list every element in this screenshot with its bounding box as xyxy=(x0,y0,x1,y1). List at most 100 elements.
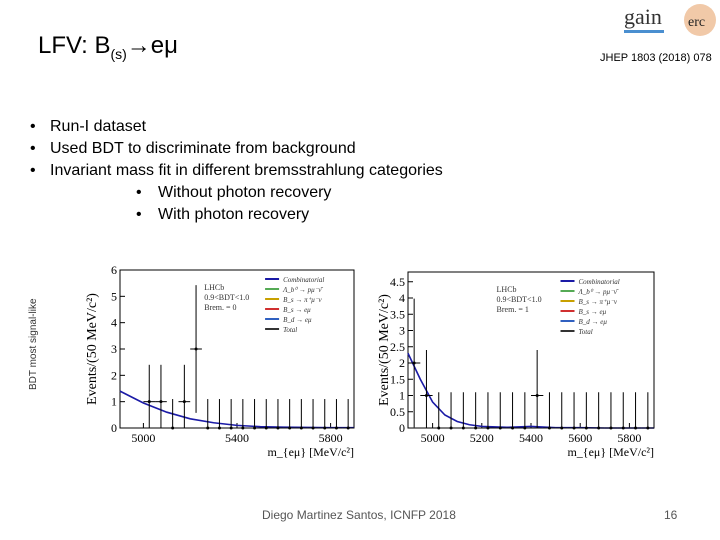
data-point xyxy=(609,426,613,430)
data-point xyxy=(547,426,551,430)
logo-erc-text: erc xyxy=(688,15,705,30)
legend-entry: B_s → π⁺μ⁻ν xyxy=(283,296,322,304)
fit-curve-line xyxy=(119,390,354,429)
logo-gain-text: gain xyxy=(624,4,662,29)
legend-entry: Total xyxy=(283,326,297,334)
legend-entry: Combinatorial xyxy=(579,278,620,286)
plot-annotation-text: Brem. = 1 xyxy=(497,305,529,314)
data-point xyxy=(159,400,163,404)
plot-annotation-text: 0.9<BDT<1.0 xyxy=(497,295,542,304)
data-point xyxy=(424,394,428,397)
bdt-side-label: BDT most signal-like xyxy=(28,298,39,390)
journal-reference: JHEP 1803 (2018) 078 xyxy=(600,52,712,64)
y-tick-label: 6 xyxy=(111,263,117,277)
page-number: 16 xyxy=(664,508,678,522)
data-point xyxy=(217,426,221,430)
data-point xyxy=(194,347,198,351)
erc-circle-icon xyxy=(684,4,716,36)
legend-entry: B_s → eμ xyxy=(283,306,311,314)
plot-annotation-text: LHCb xyxy=(497,285,517,294)
y-tick-label: 0 xyxy=(399,421,405,435)
data-point xyxy=(288,426,292,430)
data-point xyxy=(511,426,515,430)
data-point xyxy=(276,426,280,430)
data-point xyxy=(646,426,650,430)
data-point xyxy=(634,426,638,430)
data-point xyxy=(535,394,539,397)
y-tick-label: 5 xyxy=(111,289,117,303)
y-tick-label: 2 xyxy=(111,368,117,382)
y-tick-label: 4.5 xyxy=(390,275,405,289)
bullet-item: Run-I dataset xyxy=(30,116,443,138)
data-point xyxy=(461,426,465,430)
legend-entry: B_s → π⁺μ⁻ν xyxy=(579,298,618,306)
title-rest: eμ xyxy=(150,32,178,59)
data-point xyxy=(299,426,303,430)
y-tick-label: 4 xyxy=(111,316,117,330)
data-point xyxy=(264,426,268,430)
footer-author: Diego Martinez Santos, ICNFP 2018 xyxy=(262,508,456,522)
data-point xyxy=(523,426,527,430)
y-tick-label: 2 xyxy=(399,356,405,370)
y-tick-label: 1 xyxy=(111,395,117,409)
data-point xyxy=(621,426,625,430)
data-point xyxy=(437,426,441,430)
legend-entry: B_d → eμ xyxy=(283,316,312,324)
data-point xyxy=(486,426,490,430)
x-tick-label: 5800 xyxy=(617,431,641,445)
data-point xyxy=(323,426,327,430)
fit-curve-line xyxy=(407,352,654,429)
data-point xyxy=(229,426,233,430)
y-tick-label: 3 xyxy=(111,342,117,356)
y-tick-label: 4 xyxy=(399,291,405,305)
data-point xyxy=(182,400,186,404)
data-point xyxy=(474,426,478,430)
data-point xyxy=(334,426,338,430)
x-tick-label: 5200 xyxy=(470,431,494,445)
gain-erc-logo-icon: gain erc xyxy=(624,4,716,36)
data-point xyxy=(206,426,210,430)
y-tick-label: 2.5 xyxy=(390,340,405,354)
plot-annotation-text: Brem. = 0 xyxy=(204,303,236,312)
legend-entry: B_d → eμ xyxy=(579,318,608,326)
mass-fit-plot-right: 0 0.5 1 1.5 2 2.5 3 3.5 4 4.5 5000 5200 5400 5600 5800… xyxy=(377,271,655,459)
y-tick-label: 3.5 xyxy=(390,307,405,321)
data-point xyxy=(584,426,588,430)
data-point xyxy=(147,400,151,404)
slide-title: LFV: B(s)→eμ xyxy=(38,32,178,62)
data-point xyxy=(311,426,315,430)
bullet-list: Run-I dataset Used BDT to discriminate f… xyxy=(30,116,443,182)
plot-annotation-text: 0.9<BDT<1.0 xyxy=(204,293,249,302)
legend-entry: Total xyxy=(579,328,593,336)
legend-entry: B_s → eμ xyxy=(579,308,607,316)
data-point xyxy=(171,426,175,430)
data-point xyxy=(241,426,245,430)
x-tick-label: 5000 xyxy=(131,431,155,445)
y-axis-label: Events/(50 MeV/c²) xyxy=(85,293,100,405)
data-point xyxy=(412,361,416,365)
arrow-icon: → xyxy=(126,32,151,59)
data-point xyxy=(560,426,564,430)
y-axis-label: Events/(50 MeV/c²) xyxy=(377,294,392,406)
y-tick-label: 0 xyxy=(111,421,117,435)
legend-entry: Λ_b⁰ → pμ⁻ν̄ xyxy=(282,286,323,294)
sub-bullet-item: Without photon recovery xyxy=(136,182,331,204)
y-tick-label: 3 xyxy=(399,324,405,338)
data-point xyxy=(572,426,576,430)
legend-entry: Λ_b⁰ → pμ⁻ν̄ xyxy=(578,288,619,296)
data-point xyxy=(449,426,453,430)
plot-annotation-text: LHCb xyxy=(204,283,224,292)
logo-underline xyxy=(624,30,664,33)
x-tick-label: 5000 xyxy=(421,431,445,445)
x-tick-label: 5400 xyxy=(225,431,249,445)
y-tick-label: 1.5 xyxy=(390,372,405,386)
title-subscript: (s) xyxy=(110,45,127,62)
bullet-item: Invariant mass fit in different bremsstr… xyxy=(30,160,443,182)
x-tick-label: 5600 xyxy=(568,431,592,445)
bullet-item: Used BDT to discriminate from background xyxy=(30,138,443,160)
data-point xyxy=(597,426,601,430)
data-point xyxy=(346,426,350,430)
title-main: LFV: B xyxy=(38,32,111,59)
legend-entry: Combinatorial xyxy=(283,276,324,284)
